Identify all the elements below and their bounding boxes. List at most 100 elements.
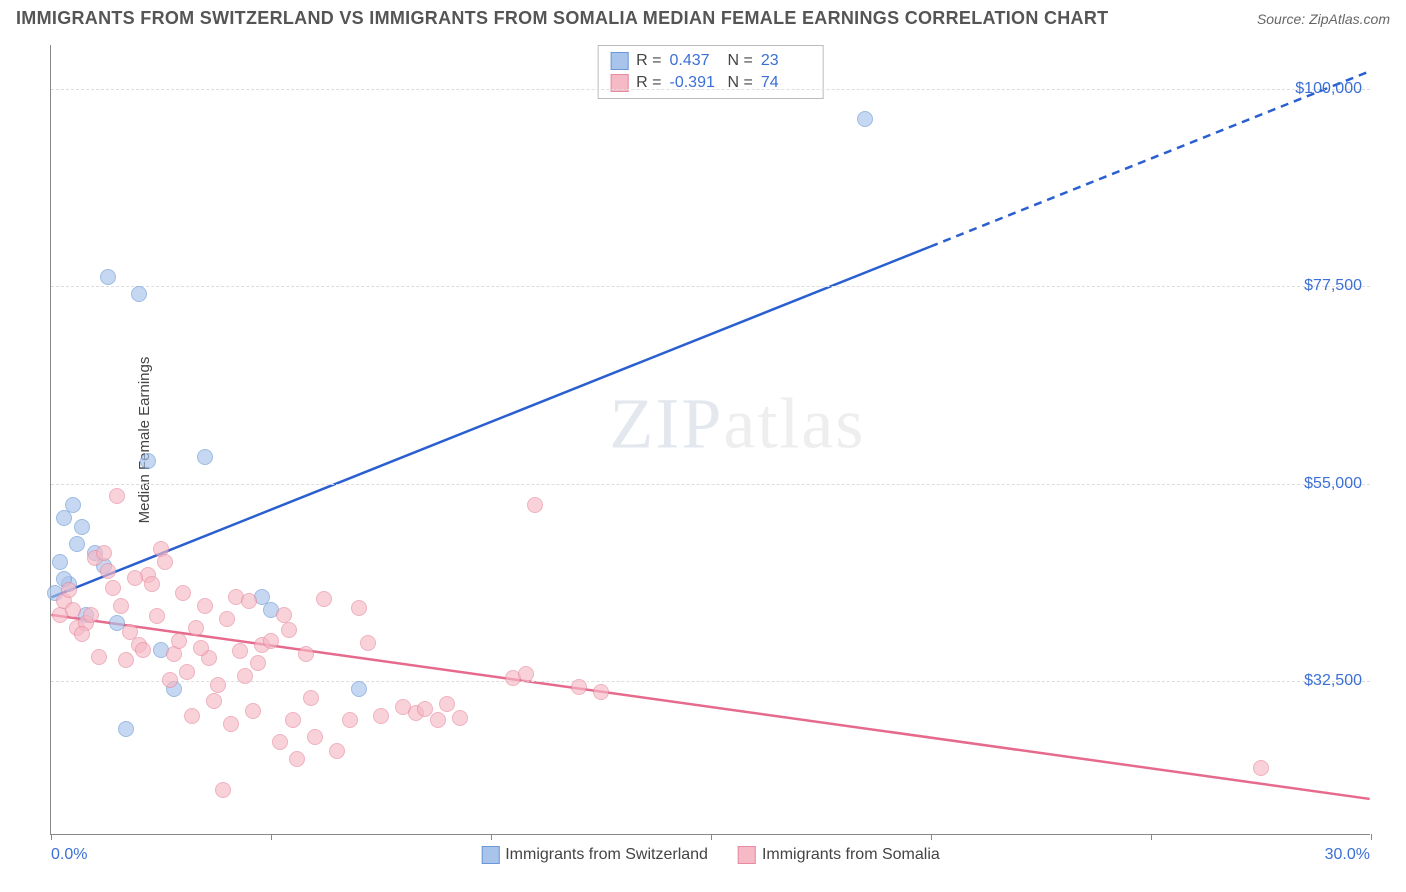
scatter-point xyxy=(329,743,345,759)
y-tick-label: $32,500 xyxy=(1304,672,1362,690)
scatter-point xyxy=(65,497,81,513)
scatter-point xyxy=(360,635,376,651)
watermark: ZIPatlas xyxy=(609,383,865,466)
scatter-point xyxy=(193,640,209,656)
scatter-point xyxy=(135,642,151,658)
scatter-point xyxy=(298,646,314,662)
scatter-point xyxy=(100,563,116,579)
scatter-point xyxy=(571,679,587,695)
scatter-point xyxy=(232,643,248,659)
scatter-point xyxy=(91,649,107,665)
chart-plot-area: Median Female Earnings ZIPatlas R =0.437… xyxy=(50,45,1370,835)
scatter-point xyxy=(281,622,297,638)
y-tick-label: $100,000 xyxy=(1295,80,1362,98)
scatter-point xyxy=(219,611,235,627)
scatter-point xyxy=(171,633,187,649)
scatter-point xyxy=(223,716,239,732)
x-tick xyxy=(51,834,52,840)
scatter-point xyxy=(61,582,77,598)
legend-bottom: Immigrants from Switzerland Immigrants fr… xyxy=(481,846,940,864)
x-axis-max-label: 30.0% xyxy=(1325,846,1370,864)
y-tick-label: $77,500 xyxy=(1304,277,1362,295)
scatter-point xyxy=(593,684,609,700)
stats-n-value: 23 xyxy=(761,52,811,70)
scatter-point xyxy=(430,712,446,728)
x-tick xyxy=(491,834,492,840)
scatter-point xyxy=(65,602,81,618)
y-tick-label: $55,000 xyxy=(1304,475,1362,493)
legend-label: Immigrants from Switzerland xyxy=(505,846,708,864)
scatter-point xyxy=(96,545,112,561)
scatter-point xyxy=(307,729,323,745)
scatter-point xyxy=(118,721,134,737)
scatter-point xyxy=(149,608,165,624)
chart-source: Source: ZipAtlas.com xyxy=(1257,11,1390,27)
scatter-point xyxy=(316,591,332,607)
scatter-point xyxy=(69,536,85,552)
scatter-point xyxy=(157,554,173,570)
correlation-stats-box: R =0.437N =23R =-0.391N =74 xyxy=(597,45,824,99)
watermark-light: atlas xyxy=(723,384,865,464)
scatter-point xyxy=(175,585,191,601)
chart-header: IMMIGRANTS FROM SWITZERLAND VS IMMIGRANT… xyxy=(0,0,1406,33)
x-tick xyxy=(1371,834,1372,840)
scatter-point xyxy=(439,696,455,712)
scatter-point xyxy=(184,708,200,724)
watermark-bold: ZIP xyxy=(609,384,723,464)
trend-line xyxy=(51,247,930,598)
scatter-point xyxy=(179,664,195,680)
scatter-point xyxy=(289,751,305,767)
scatter-point xyxy=(197,598,213,614)
scatter-point xyxy=(452,710,468,726)
scatter-point xyxy=(197,449,213,465)
legend-item: Immigrants from Somalia xyxy=(738,846,940,864)
scatter-point xyxy=(342,712,358,728)
scatter-point xyxy=(518,666,534,682)
x-axis-min-label: 0.0% xyxy=(51,846,87,864)
legend-swatch xyxy=(738,846,756,864)
scatter-point xyxy=(351,681,367,697)
scatter-point xyxy=(276,607,292,623)
scatter-point xyxy=(215,782,231,798)
stats-swatch xyxy=(610,52,628,70)
scatter-point xyxy=(1253,760,1269,776)
gridline-h xyxy=(51,286,1370,287)
x-tick xyxy=(931,834,932,840)
scatter-point xyxy=(272,734,288,750)
scatter-point xyxy=(109,488,125,504)
scatter-point xyxy=(127,570,143,586)
scatter-point xyxy=(52,554,68,570)
scatter-point xyxy=(131,286,147,302)
scatter-point xyxy=(162,672,178,688)
scatter-point xyxy=(285,712,301,728)
scatter-point xyxy=(527,497,543,513)
scatter-point xyxy=(100,269,116,285)
scatter-point xyxy=(188,620,204,636)
legend-label: Immigrants from Somalia xyxy=(762,846,940,864)
scatter-point xyxy=(351,600,367,616)
stats-n-label: N = xyxy=(728,52,753,70)
legend-swatch xyxy=(481,846,499,864)
scatter-point xyxy=(237,668,253,684)
scatter-point xyxy=(74,519,90,535)
stats-row: R =0.437N =23 xyxy=(610,50,811,72)
scatter-point xyxy=(263,633,279,649)
scatter-point xyxy=(250,655,266,671)
x-tick xyxy=(711,834,712,840)
scatter-point xyxy=(74,626,90,642)
legend-item: Immigrants from Switzerland xyxy=(481,846,708,864)
scatter-point xyxy=(144,576,160,592)
scatter-point xyxy=(303,690,319,706)
scatter-point xyxy=(206,693,222,709)
stats-r-label: R = xyxy=(636,52,661,70)
gridline-h xyxy=(51,89,1370,90)
gridline-h xyxy=(51,484,1370,485)
chart-title: IMMIGRANTS FROM SWITZERLAND VS IMMIGRANT… xyxy=(16,8,1108,29)
scatter-point xyxy=(105,580,121,596)
scatter-point xyxy=(210,677,226,693)
scatter-point xyxy=(241,593,257,609)
x-tick xyxy=(271,834,272,840)
scatter-point xyxy=(83,607,99,623)
stats-row: R =-0.391N =74 xyxy=(610,72,811,94)
scatter-point xyxy=(857,111,873,127)
